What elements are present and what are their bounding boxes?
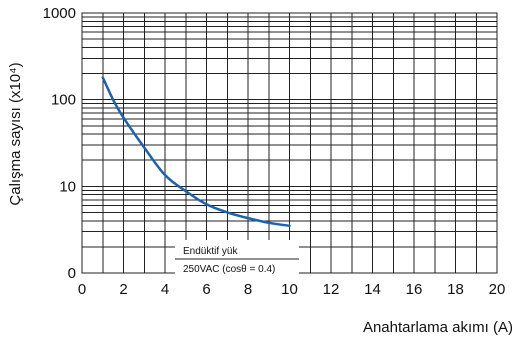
y-tick-label: 100: [51, 92, 76, 109]
x-tick-label: 12: [323, 281, 340, 298]
x-tick-label: 14: [364, 281, 381, 298]
series-line: [101, 76, 291, 228]
chart-series: [101, 76, 291, 228]
x-tick-label: 10: [281, 281, 298, 298]
y-tick-label: 1000: [43, 5, 76, 22]
x-tick-label: 0: [78, 281, 86, 298]
y-tick-label: 10: [59, 178, 76, 195]
x-tick-label: 6: [202, 281, 210, 298]
x-tick-label: 8: [244, 281, 252, 298]
x-tick-label: 4: [161, 281, 169, 298]
annotation-line-2: 250VAC (cosθ = 0.4): [183, 264, 275, 275]
x-tick-label: 2: [119, 281, 127, 298]
x-axis-label: Anahtarlama akımı (A): [363, 319, 513, 336]
annotation-background: [175, 240, 299, 276]
y-tick-label: 0: [68, 265, 76, 282]
x-tick-label: 16: [406, 281, 423, 298]
annotation: Endüktif yük 250VAC (cosθ = 0.4): [183, 246, 275, 275]
x-tick-label: 20: [489, 281, 506, 298]
annotation-line-1: Endüktif yük: [183, 246, 238, 257]
chart-grid: [81, 12, 498, 276]
y-axis-label: Çalışma sayısı (x10⁴): [7, 62, 24, 205]
x-tick-label: 18: [447, 281, 464, 298]
